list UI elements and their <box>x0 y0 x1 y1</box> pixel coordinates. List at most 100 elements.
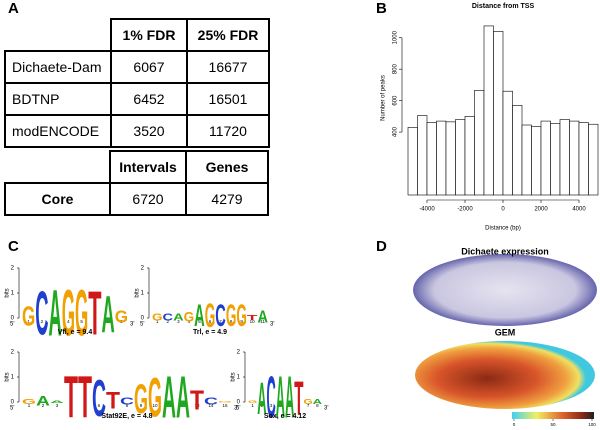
bar <box>521 124 532 196</box>
logo-y-label: bits <box>5 288 11 297</box>
bar <box>426 122 437 196</box>
logo-letter: A <box>257 307 268 326</box>
panel-label: B <box>376 0 387 17</box>
y-tick-label: 600 <box>393 95 399 106</box>
logo-letter: C <box>120 396 135 407</box>
row-label: Dichaete-Dam <box>4 50 112 84</box>
logo-letter: A <box>313 398 322 406</box>
header-cell: Intervals <box>109 150 187 184</box>
logo-caption: Sox, e = 4.12 <box>264 413 306 420</box>
bar <box>512 105 523 196</box>
logo-letter: G <box>22 398 36 406</box>
bar <box>436 120 447 196</box>
logo-position: 4 <box>279 403 282 408</box>
logo-letter: A <box>162 365 176 430</box>
logo-position: 13 <box>194 403 200 408</box>
logo-position: 10 <box>250 319 256 324</box>
y-tick-label: 400 <box>393 126 399 137</box>
logo-position: 1 <box>251 403 254 408</box>
logo-position: 10 <box>152 403 158 408</box>
logo-y-tick-label: 1 <box>11 291 15 297</box>
logo-y-label: bits <box>231 372 237 381</box>
image-title: Dichaete expression <box>461 246 549 256</box>
logo-letter: A <box>257 374 266 424</box>
logo-y-tick-label: 0 <box>237 400 241 406</box>
logo-position: 2 <box>167 319 170 324</box>
logo-position: 7 <box>112 403 115 408</box>
logo-letter: C <box>92 370 106 428</box>
logo-position: 6 <box>298 403 301 408</box>
logo-letter: C <box>204 396 219 407</box>
logo-y-tick-label: 2 <box>11 266 15 272</box>
logo-position: 8 <box>316 403 319 408</box>
row-label: Core <box>4 182 111 216</box>
x-tick-label: 4000 <box>572 207 586 213</box>
bar <box>550 123 561 196</box>
panel-label: D <box>376 238 387 255</box>
logo-position: 8 <box>126 403 129 408</box>
bar <box>588 123 599 196</box>
logo-letter: C <box>35 278 48 348</box>
logo-letter: T <box>190 385 204 416</box>
logo-letter: T <box>78 365 92 430</box>
logo-y-tick-label: 1 <box>11 375 15 381</box>
logo-letter: G <box>205 297 216 336</box>
x-axis-label: Distance (bp) <box>485 226 521 232</box>
logo-letter: G <box>134 375 148 422</box>
logo-position: 11 <box>260 319 265 324</box>
core-table: Intervals Genes Core 6720 4279 <box>4 150 269 216</box>
x-tick-label: 0 <box>501 207 505 213</box>
row-label: BDTNP <box>4 82 112 116</box>
logo-position: 6 <box>94 319 97 324</box>
logo-letter: T <box>247 314 258 322</box>
y-axis-label: Number of peaks <box>381 75 387 121</box>
cell: 6067 <box>110 50 188 84</box>
header-cell: 25% FDR <box>186 18 270 52</box>
logo-letter: T <box>88 278 101 348</box>
logo-position: 5 <box>288 403 291 408</box>
bar <box>464 116 475 196</box>
colorbar <box>512 412 594 419</box>
logo-y-tick-label: 0 <box>11 400 15 406</box>
logo-position: 3 <box>56 403 59 408</box>
chart-title: Distance from TSS <box>472 3 535 10</box>
bar <box>474 90 485 196</box>
logo-letter: C <box>215 298 226 334</box>
logo-end: 5' <box>140 322 144 328</box>
logo-position: 2 <box>41 319 44 324</box>
logo-letter: A <box>176 365 190 430</box>
logo-position: 6 <box>98 403 101 408</box>
logo-y-label: bits <box>5 372 11 381</box>
cell: 16501 <box>186 82 270 116</box>
cell: 11720 <box>186 114 270 148</box>
logo-position: 7 <box>219 319 222 324</box>
logo-y-tick-label: 2 <box>141 266 145 272</box>
logo-letter: G <box>184 309 195 325</box>
logo-position: 4 <box>188 319 191 324</box>
bar <box>531 126 542 196</box>
logo-position: 8 <box>120 319 123 324</box>
x-tick-label: -4000 <box>419 207 435 213</box>
logo-position: 2 <box>42 403 45 408</box>
logo-position: 1 <box>27 319 30 324</box>
panel-label: C <box>8 238 19 255</box>
logo-position: 5 <box>80 319 83 324</box>
image-title: GEM <box>495 327 516 337</box>
logo-position: 9 <box>240 319 243 324</box>
header-cell: Genes <box>185 150 269 184</box>
bar <box>569 120 580 196</box>
bar <box>407 127 418 196</box>
logo-letter: T <box>106 387 120 414</box>
logo-letter: A <box>285 365 294 430</box>
logo-y-tick-label: 1 <box>141 291 145 297</box>
logo-end: 3' <box>130 322 134 328</box>
logo-letter: G <box>148 366 162 429</box>
logo-letter: T <box>64 365 78 430</box>
logo-position: 5 <box>198 319 201 324</box>
logo-y-tick-label: 0 <box>11 316 15 322</box>
logo-y-tick-label: 2 <box>237 350 241 356</box>
logo-position: 7 <box>307 403 310 408</box>
logo-position: 9 <box>140 403 143 408</box>
logo-position: 1 <box>28 403 31 408</box>
